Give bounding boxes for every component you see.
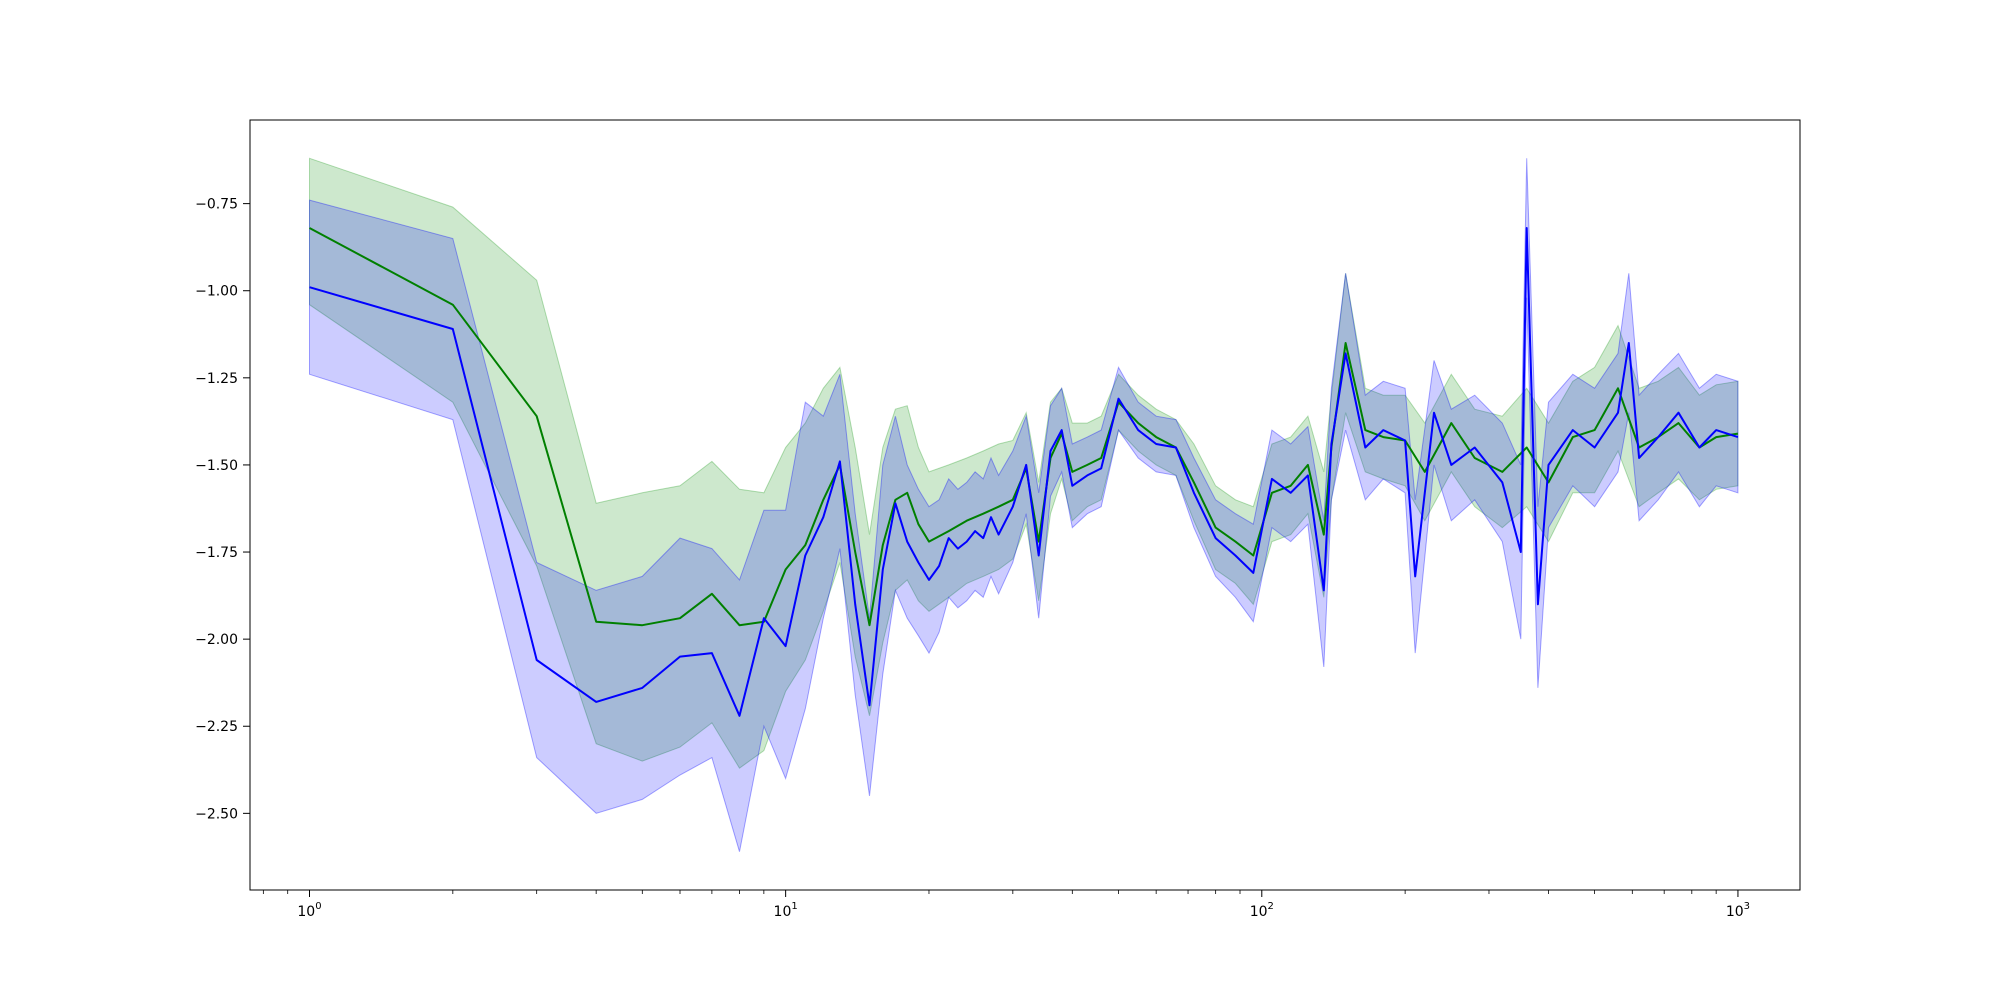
x-tick-label: 101 (774, 901, 798, 920)
series-1-line (309, 227, 1739, 717)
series-lines (309, 227, 1739, 717)
confidence-bands (309, 157, 1739, 852)
y-tick-label: −1.25 (195, 371, 238, 387)
x-tick-label: 102 (1250, 901, 1274, 920)
y-tick-label: −2.25 (195, 719, 238, 735)
y-tick-label: −1.00 (195, 284, 238, 300)
series-0-band (309, 157, 1739, 769)
series-1-band (309, 158, 1739, 852)
y-tick-label: −2.50 (195, 806, 238, 822)
x-axis: 100 101 102 103 (262, 890, 1750, 920)
y-tick-label: −1.75 (195, 545, 238, 561)
x-tick-label: 100 (297, 901, 321, 920)
x-tick-label: 103 (1726, 901, 1750, 920)
y-axis: −0.75 −1.00 −1.25 −1.50 −1.75 −2.00 −2.25 −2.50 (195, 197, 250, 822)
plot-frame (249, 119, 1801, 891)
y-tick-label: −2.00 (195, 632, 238, 648)
y-tick-label: −1.50 (195, 458, 238, 474)
y-tick-label: −0.75 (195, 197, 238, 213)
